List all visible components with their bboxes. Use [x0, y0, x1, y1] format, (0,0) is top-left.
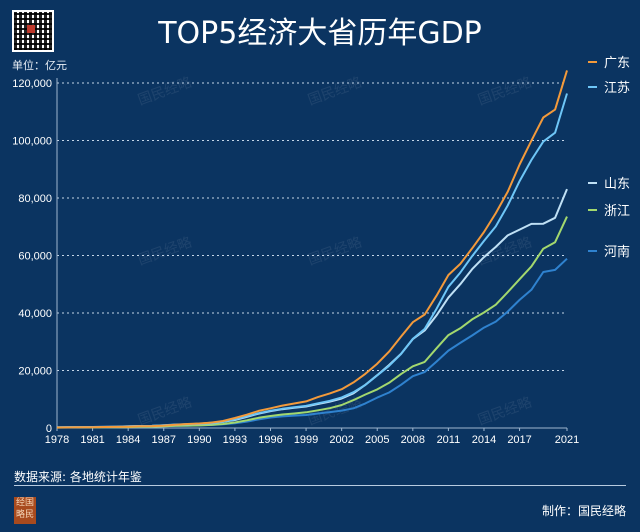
x-tick-label: 2011	[437, 434, 461, 446]
chart-title: TOP5经济大省历年GDP	[158, 16, 482, 51]
legend-label: 山东	[604, 177, 630, 192]
x-tick-label: 1987	[152, 434, 176, 446]
maker-credit: 制作：国民经略	[541, 504, 626, 518]
watermark: 国民经略	[306, 75, 364, 109]
legend-label: 广东	[604, 56, 630, 71]
x-tick-label: 2008	[401, 434, 425, 446]
unit-label: 单位：亿元	[12, 59, 67, 72]
y-tick-label: 40,000	[18, 308, 52, 320]
seal-logo: 经国 略民	[14, 497, 36, 524]
x-tick-label: 1981	[80, 434, 104, 446]
data-source: 数据来源: 各地统计年鉴	[14, 470, 142, 484]
x-tick-label: 1990	[187, 434, 211, 446]
qr-code	[12, 10, 54, 52]
watermark: 国民经略	[476, 395, 534, 429]
watermark: 国民经略	[136, 235, 194, 269]
watermark: 国民经略	[476, 75, 534, 109]
x-tick-label: 2005	[365, 434, 389, 446]
x-tick-label: 1996	[258, 434, 282, 446]
watermark: 国民经略	[306, 235, 364, 269]
y-tick-label: 0	[46, 423, 52, 435]
y-tick-label: 120,000	[12, 78, 52, 90]
legend-label: 江苏	[604, 80, 630, 96]
series-line-河南	[57, 257, 568, 429]
x-tick-label: 2017	[507, 434, 531, 446]
watermark: 国民经略	[136, 75, 194, 109]
legend-label: 河南	[604, 244, 630, 260]
x-tick-label: 1993	[223, 434, 247, 446]
x-tick-label: 2014	[472, 434, 496, 446]
x-tick-label: 1978	[45, 434, 69, 446]
y-tick-label: 100,000	[12, 136, 52, 148]
legend-label: 浙江	[604, 204, 630, 219]
x-tick-label: 2021	[555, 434, 579, 446]
y-tick-label: 60,000	[18, 251, 52, 263]
x-tick-label: 2002	[329, 434, 353, 446]
y-tick-label: 80,000	[18, 193, 52, 205]
series-line-广东	[56, 70, 568, 429]
x-tick-label: 1999	[294, 434, 318, 446]
y-tick-label: 20,000	[18, 366, 52, 378]
x-tick-label: 1984	[116, 434, 140, 446]
divider	[14, 485, 626, 486]
